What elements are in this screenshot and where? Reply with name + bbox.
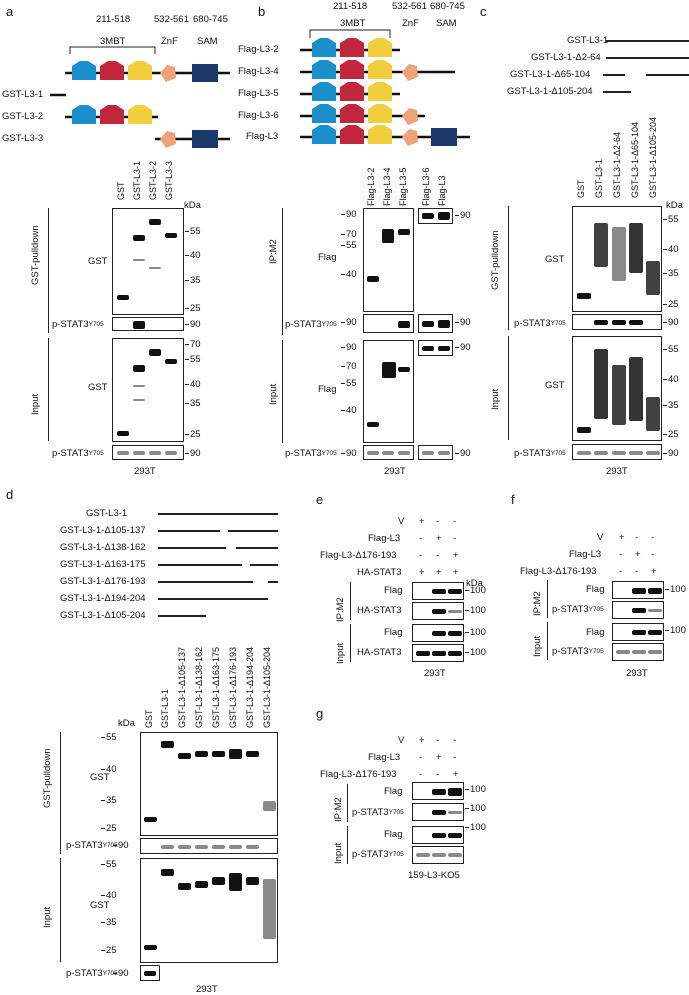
blot-d-input [140,858,278,963]
mbt-domain [100,61,124,80]
znf-domain [160,65,176,82]
blot-input [112,338,184,442]
blot-gst-pulldown [112,208,184,315]
row-label: p-STAT3Y705 [52,448,104,459]
blot-input-flag [363,340,414,443]
blot-d-pulldown [140,732,278,836]
lane-label: GST-L3-3 [164,160,174,200]
lane-label: GST [116,181,126,200]
kda-label: kDa [184,200,201,211]
lane-label: GST-L3-2 [148,160,158,200]
domain-label: SAM [197,36,218,47]
blot-pstat3-input [112,445,184,460]
blot-pstat3 [112,317,184,331]
construct-label: GST-L3-2 [2,111,44,122]
domain-range: 532-561 [154,14,189,25]
lane-label: GST-L3-1 [132,160,142,200]
panel-letter: a [6,4,14,19]
row-label: GST [88,256,108,267]
group-label: Input [30,393,41,415]
construct-schematic [300,29,470,146]
domain-range: 680-745 [193,14,228,25]
domain-range: 211-518 [96,14,131,25]
blot-c-input [572,336,662,441]
blot-ip-flag-right [418,208,453,224]
group-label: GST-pulldown [30,225,41,285]
blot-ip-flag [363,208,414,312]
domain-schematic [50,46,230,148]
mbt-domain [72,61,96,80]
cell-line: 293T [134,466,156,477]
sam-domain [192,64,218,82]
construct-label: GST-L3-1 [2,89,44,100]
domain-label: 3MBT [100,36,126,47]
domains-row [72,61,218,82]
mbt-domain [128,61,152,80]
domain-label: ZnF [161,36,178,47]
blot-c-pulldown [572,206,662,312]
row-label: GST [88,382,108,393]
construct-label: GST-L3-3 [2,133,44,144]
row-label: p-STAT3Y705 [52,319,104,330]
